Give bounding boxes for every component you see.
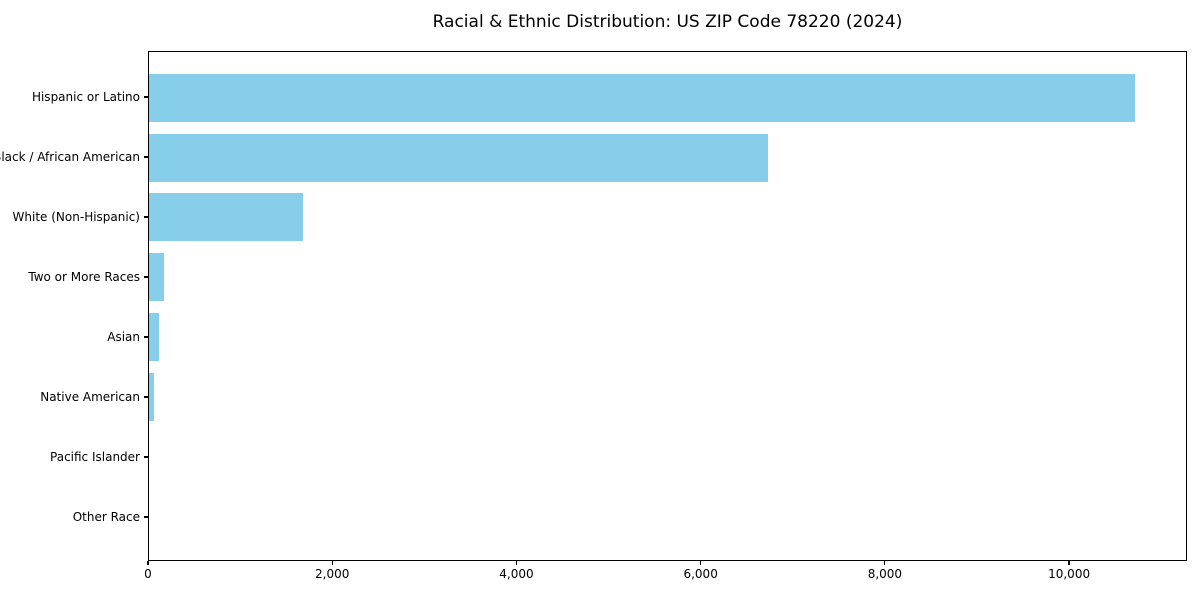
y-tick-mark [144, 156, 148, 158]
bar-row [149, 427, 1186, 487]
bar-row [149, 367, 1186, 427]
category-label: Native American [40, 390, 140, 404]
bar [149, 193, 303, 242]
y-tick-label-row: Two or More Races [0, 247, 148, 307]
y-tick-label-row: Native American [0, 367, 148, 427]
x-tick-mark [331, 561, 333, 565]
y-tick-label-row: White (Non-Hispanic) [0, 187, 148, 247]
x-tick-mark [884, 561, 886, 565]
bar-row [149, 486, 1186, 546]
y-tick-label-row: Black / African American [0, 127, 148, 187]
bar [149, 73, 1136, 122]
x-tick-mark [147, 561, 149, 565]
chart-title: Racial & Ethnic Distribution: US ZIP Cod… [432, 12, 903, 32]
bar-row [149, 188, 1186, 248]
category-label: Hispanic or Latino [31, 90, 140, 104]
bar [149, 133, 768, 182]
category-label: Asian [107, 330, 140, 344]
category-label: Pacific Islander [50, 450, 140, 464]
x-tick-label: 4,000 [499, 567, 534, 581]
x-tick-label: 2,000 [315, 567, 350, 581]
y-tick-mark [144, 516, 148, 518]
bar-row [149, 68, 1186, 128]
y-tick-mark [144, 216, 148, 218]
category-label: Two or More Races [28, 270, 140, 284]
plot-area [148, 51, 1187, 561]
y-tick-mark [144, 96, 148, 98]
category-label: White (Non-Hispanic) [12, 210, 140, 224]
y-axis-labels: Hispanic or Latino Black / African Americ… [0, 51, 148, 561]
x-tick-mark [515, 561, 518, 565]
y-tick-mark [144, 456, 148, 458]
bar-row [149, 307, 1186, 367]
bar-row [149, 247, 1186, 307]
y-tick-mark [144, 276, 148, 278]
y-tick-label-row: Other Race [0, 487, 148, 547]
x-tick-label: 8,000 [867, 567, 903, 581]
x-tick-label: 10,000 [1048, 567, 1091, 581]
y-tick-label-row: Pacific Islander [0, 427, 148, 487]
x-tick-mark [1068, 561, 1070, 565]
category-label: Other Race [72, 510, 140, 524]
x-tick-mark [700, 561, 702, 565]
y-tick-label-row: Asian [0, 307, 148, 367]
plot-rows [149, 52, 1186, 560]
bar [149, 312, 160, 361]
y-tick-mark [144, 396, 148, 398]
category-label: Black / African American [0, 150, 140, 164]
x-tick-label: 0 [144, 567, 152, 581]
bar-row [149, 128, 1186, 188]
y-tick-mark [144, 336, 148, 338]
y-tick-label-row: Hispanic or Latino [0, 67, 148, 127]
x-tick-label: 6,000 [683, 567, 718, 581]
bar [149, 253, 165, 302]
bar [149, 372, 155, 421]
